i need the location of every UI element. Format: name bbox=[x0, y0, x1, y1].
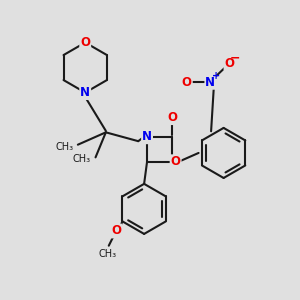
Text: +: + bbox=[212, 71, 220, 81]
Text: O: O bbox=[224, 57, 235, 70]
Text: O: O bbox=[111, 224, 121, 238]
Text: N: N bbox=[142, 130, 152, 143]
Text: O: O bbox=[171, 155, 181, 168]
Text: N: N bbox=[206, 76, 215, 89]
Text: CH₃: CH₃ bbox=[73, 154, 91, 164]
Text: CH₃: CH₃ bbox=[55, 142, 74, 152]
Text: CH₃: CH₃ bbox=[98, 249, 116, 259]
Text: O: O bbox=[80, 36, 90, 49]
Text: −: − bbox=[230, 51, 241, 64]
Text: O: O bbox=[167, 111, 177, 124]
Text: N: N bbox=[80, 86, 90, 99]
Text: O: O bbox=[182, 76, 192, 89]
